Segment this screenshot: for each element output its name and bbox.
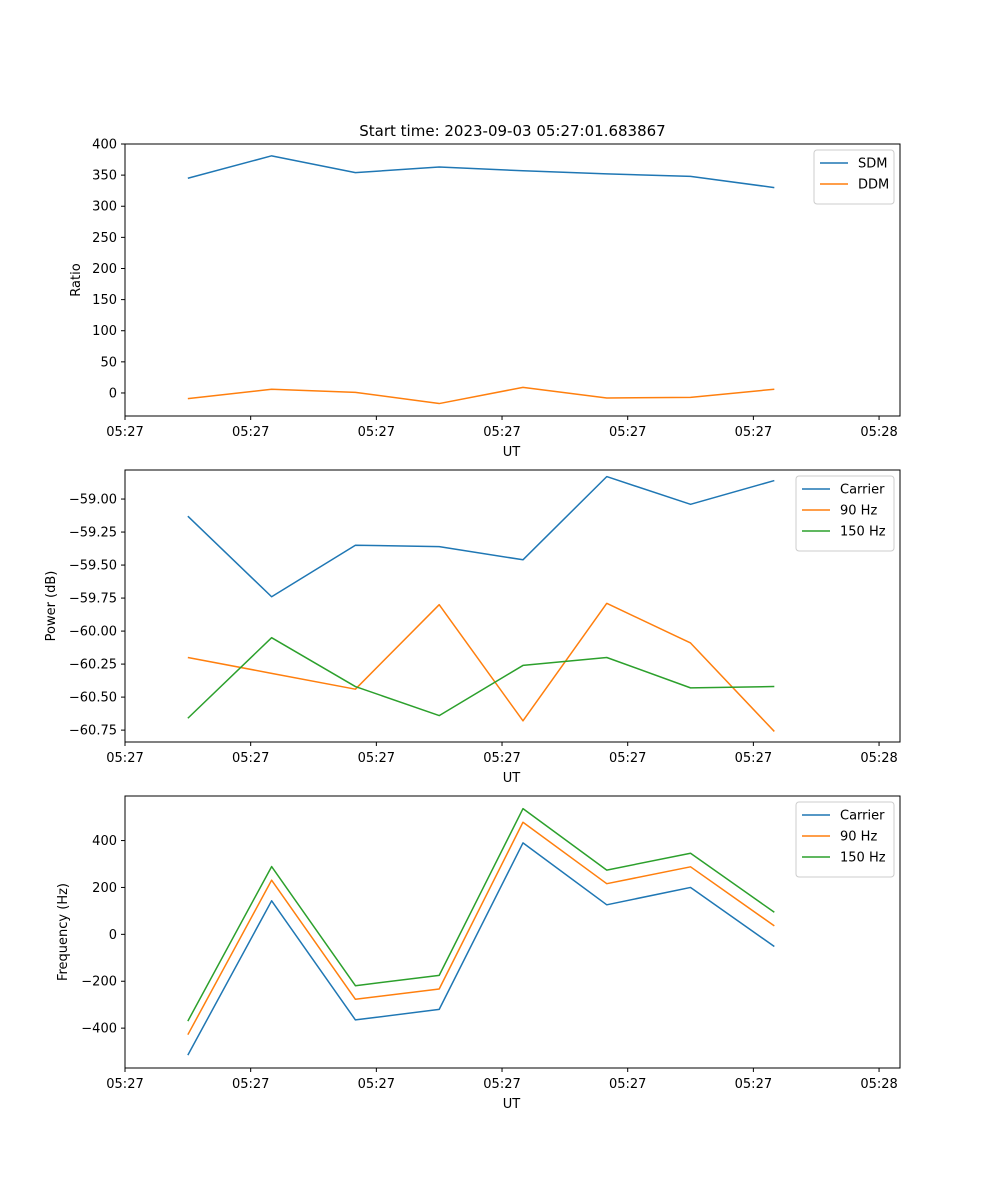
series-line-carrier: [187, 475, 775, 598]
y-axis-label: Ratio: [69, 263, 84, 296]
legend-label: SDM: [858, 157, 887, 172]
x-tick-label: 05:27: [735, 425, 772, 440]
plot-frame: [124, 469, 901, 743]
x-tick-label: 05:27: [232, 751, 269, 766]
y-tick-label: 350: [92, 169, 117, 184]
legend-box: [795, 801, 895, 878]
x-tick-label: 05:27: [735, 1077, 772, 1092]
legend: SDM DDM: [813, 149, 895, 205]
legend-label: 90 Hz: [840, 504, 877, 519]
y-tick-label: 100: [92, 324, 117, 339]
series-line-90-hz: [187, 602, 775, 732]
legend-label: 90 Hz: [840, 830, 877, 845]
frequency-panel: 05:27 05:27 05:27 05:27 05:27 05:27 05:28 −400 −…: [56, 795, 901, 1112]
legend-box: [795, 475, 895, 552]
x-tick-label: 05:27: [106, 751, 143, 766]
y-tick-label: 250: [92, 231, 117, 246]
y-tick-label: −59.25: [69, 526, 117, 541]
series-line-ddm: [187, 386, 775, 405]
y-tick-label: 0: [109, 386, 117, 401]
series-line-150-hz: [187, 636, 775, 719]
legend-label: 150 Hz: [840, 525, 886, 540]
x-tick-label: 05:27: [483, 425, 520, 440]
x-tick-label: 05:28: [860, 425, 897, 440]
series-line-carrier: [187, 842, 775, 1056]
y-tick-label: −60.75: [69, 724, 117, 739]
power-panel: 05:27 05:27 05:27 05:27 05:27 05:27 05:28 −60.7…: [44, 469, 901, 786]
x-tick-label: 05:27: [232, 425, 269, 440]
x-axis-label: UT: [503, 445, 521, 460]
x-tick-label: 05:27: [358, 751, 395, 766]
x-tick-label: 05:27: [609, 425, 646, 440]
y-tick-label: −400: [81, 1022, 117, 1037]
plot-frame: [124, 795, 901, 1069]
x-axis-label: UT: [503, 1097, 521, 1112]
x-tick-label: 05:27: [609, 1077, 646, 1092]
series-line-90-hz: [187, 821, 775, 1036]
x-tick-label: 05:27: [483, 1077, 520, 1092]
y-axis-label: Power (dB): [44, 571, 59, 642]
y-axis-label: Frequency (Hz): [56, 883, 71, 981]
x-axis-label: UT: [503, 771, 521, 786]
y-tick-label: −59.50: [69, 559, 117, 574]
legend-label: Carrier: [840, 483, 885, 498]
legend: Carrier 90 Hz 150 Hz: [795, 475, 895, 552]
y-tick-label: 200: [92, 881, 117, 896]
ratio-panel: 05:27 05:27 05:27 05:27 05:27 05:27 05:28 0 50 10…: [69, 138, 901, 460]
y-tick-label: 0: [109, 928, 117, 943]
x-tick-label: 05:27: [106, 1077, 143, 1092]
y-tick-label: −60.25: [69, 658, 117, 673]
y-tick-label: −60.00: [69, 625, 117, 640]
y-tick-label: −60.50: [69, 691, 117, 706]
y-tick-label: −59.75: [69, 592, 117, 607]
x-tick-label: 05:27: [232, 1077, 269, 1092]
legend-label: 150 Hz: [840, 851, 886, 866]
legend-label: DDM: [858, 178, 889, 193]
legend-label: Carrier: [840, 809, 885, 824]
y-tick-label: −59.00: [69, 493, 117, 508]
x-tick-label: 05:27: [609, 751, 646, 766]
chart-title: Start time: 2023-09-03 05:27:01.683867: [359, 122, 665, 140]
x-tick-label: 05:27: [358, 1077, 395, 1092]
y-tick-label: 200: [92, 262, 117, 277]
y-tick-label: 400: [92, 834, 117, 849]
x-tick-label: 05:27: [106, 425, 143, 440]
series-line-150-hz: [187, 807, 775, 1022]
y-tick-label: 300: [92, 200, 117, 215]
series-line-sdm: [187, 155, 775, 189]
x-tick-label: 05:28: [860, 1077, 897, 1092]
plot-frame: [124, 143, 901, 417]
y-tick-label: 400: [92, 138, 117, 153]
x-tick-label: 05:28: [860, 751, 897, 766]
y-tick-label: 50: [100, 355, 117, 370]
y-tick-label: 150: [92, 293, 117, 308]
y-tick-label: −200: [81, 975, 117, 990]
legend: Carrier 90 Hz 150 Hz: [795, 801, 895, 878]
x-tick-label: 05:27: [483, 751, 520, 766]
x-tick-label: 05:27: [358, 425, 395, 440]
x-tick-label: 05:27: [735, 751, 772, 766]
